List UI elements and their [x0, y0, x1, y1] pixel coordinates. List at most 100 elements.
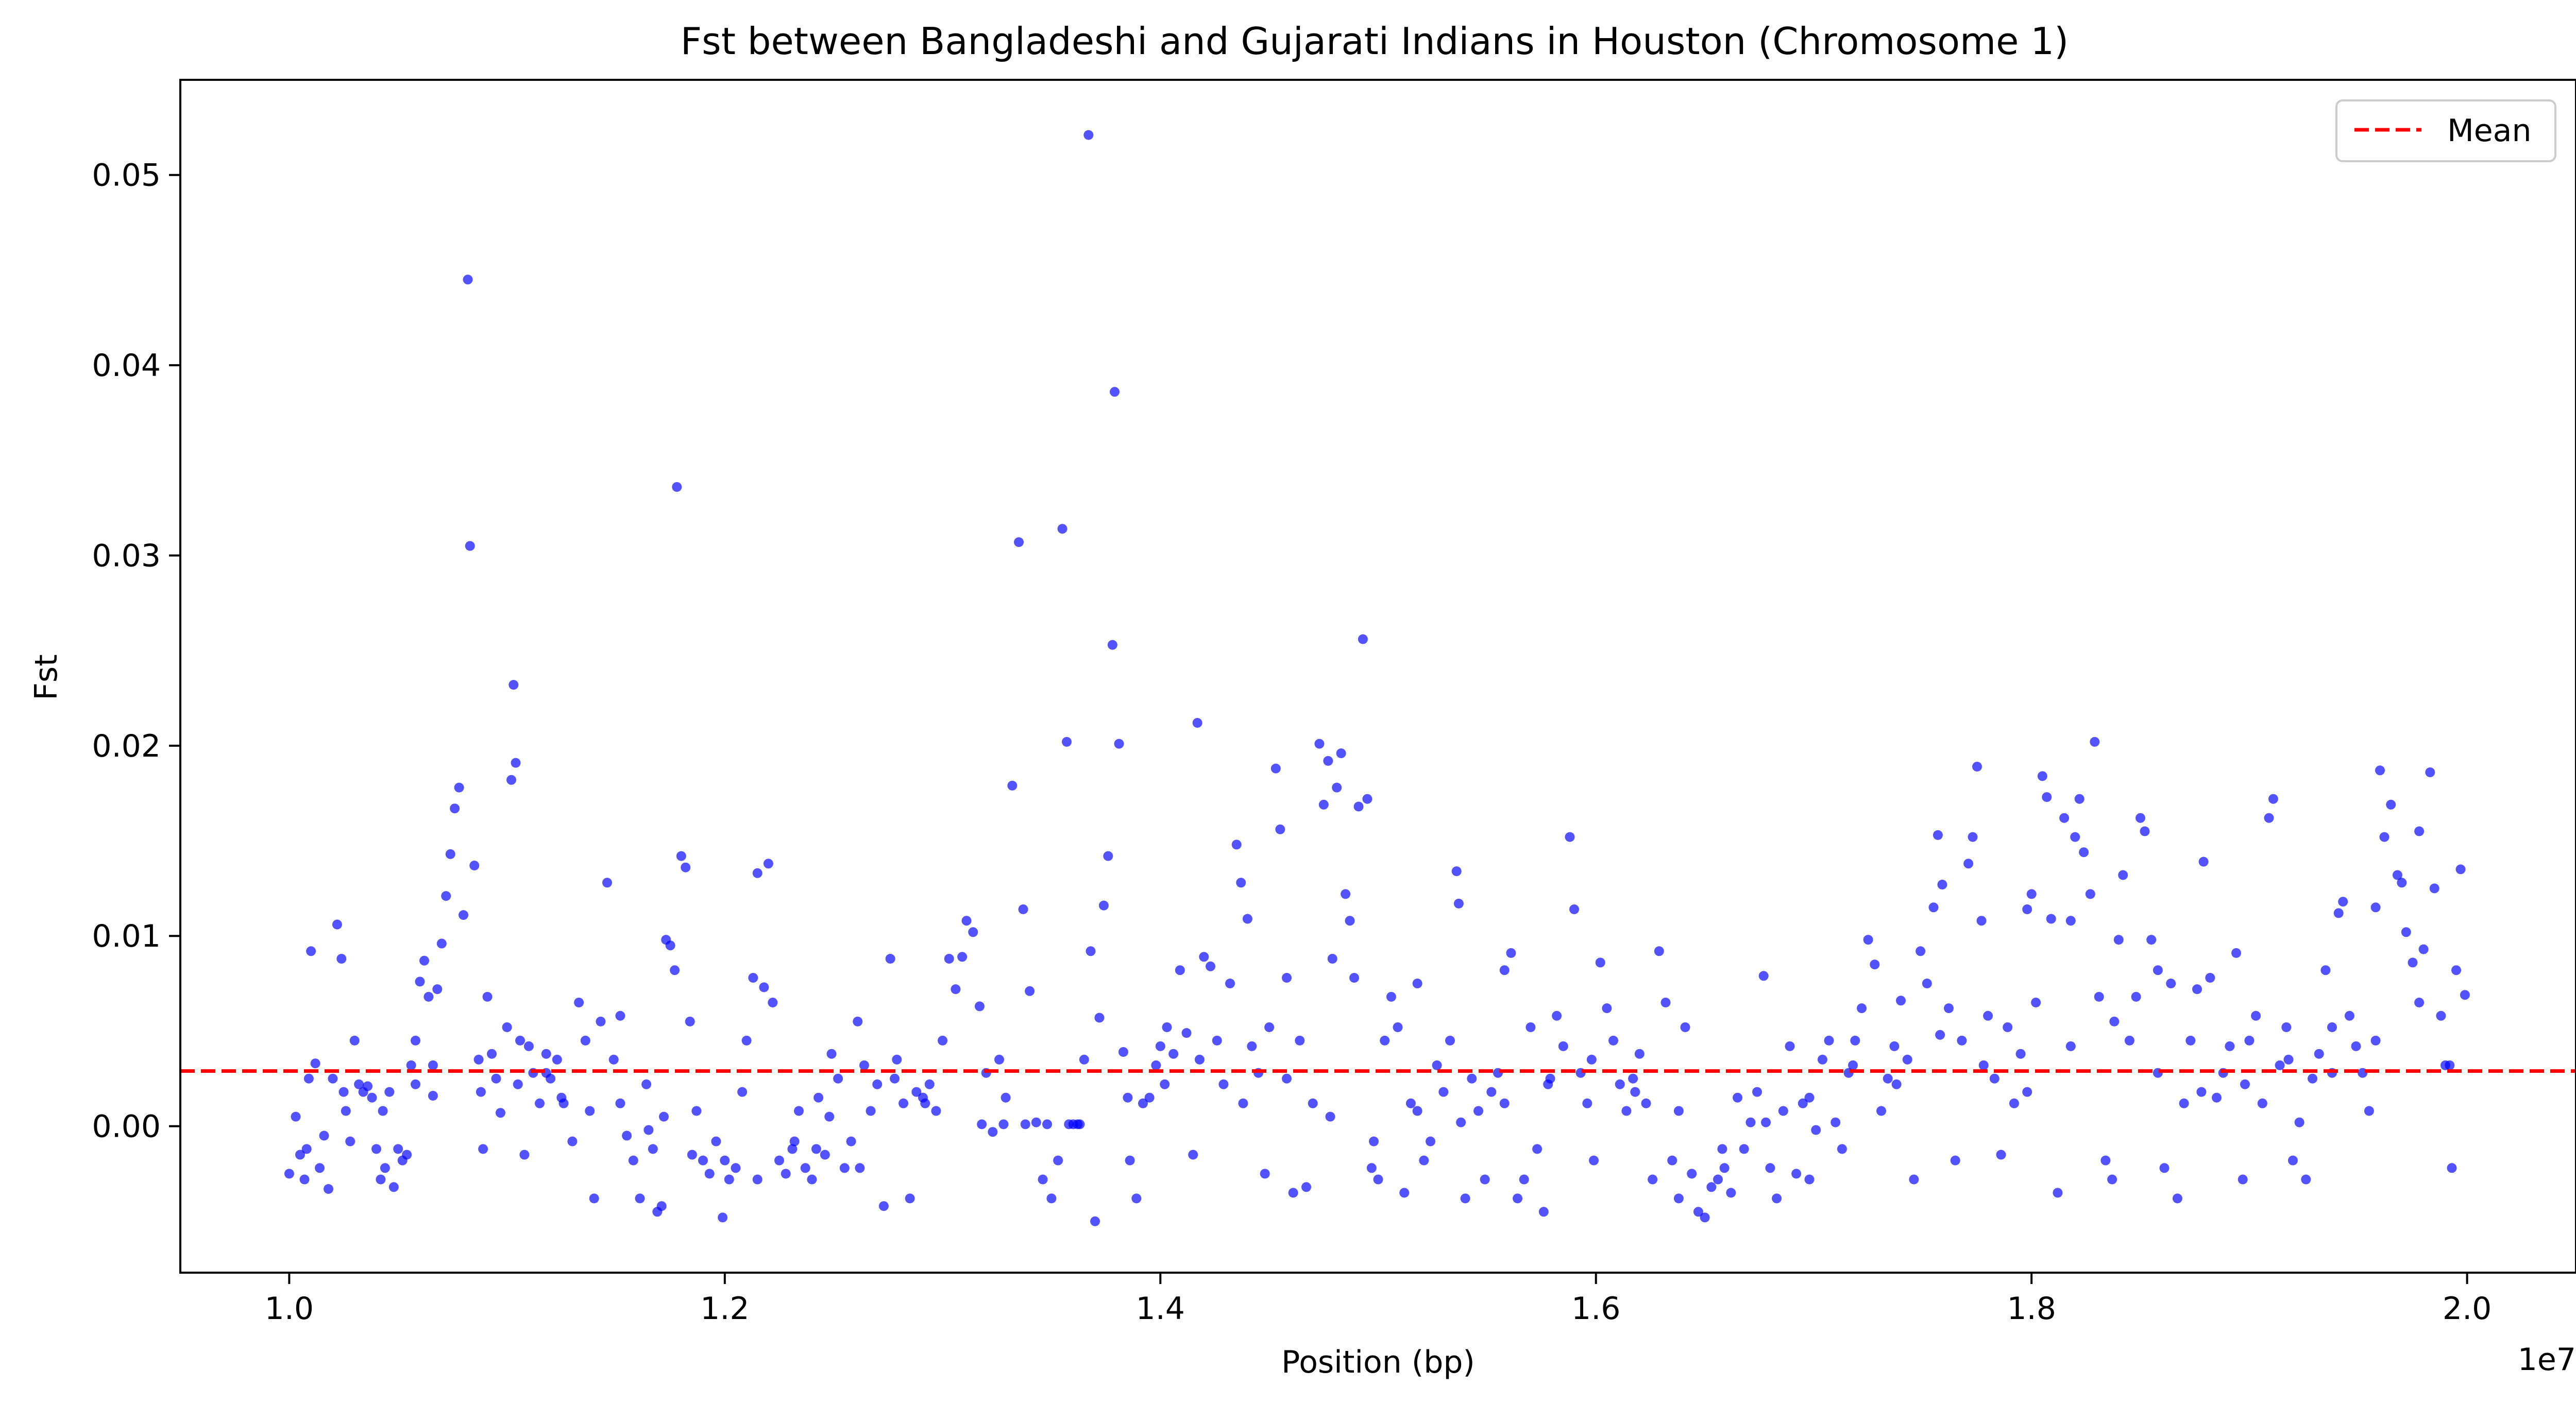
- data-point: [523, 1041, 534, 1051]
- data-point: [1543, 1079, 1553, 1089]
- data-point: [459, 910, 468, 920]
- data-point: [911, 1087, 922, 1097]
- data-point: [676, 851, 686, 861]
- data-point: [2146, 935, 2157, 945]
- data-point: [432, 984, 443, 995]
- data-point: [1114, 739, 1124, 749]
- data-point: [2059, 813, 2070, 823]
- data-point: [846, 1136, 856, 1146]
- data-point: [1432, 1060, 1442, 1070]
- data-point: [473, 1054, 484, 1065]
- data-point: [878, 1201, 889, 1211]
- data-point: [384, 1087, 395, 1097]
- data-point: [2070, 832, 2080, 842]
- data-point: [885, 954, 895, 964]
- data-point: [1499, 1098, 1510, 1108]
- data-point: [1499, 965, 1510, 975]
- data-point: [1001, 1092, 1011, 1103]
- data-points: [284, 130, 2470, 1226]
- data-point: [615, 1011, 625, 1021]
- data-point: [1079, 1054, 1089, 1065]
- data-point: [2268, 794, 2278, 804]
- data-point: [2264, 813, 2274, 823]
- data-point: [509, 680, 519, 690]
- data-point: [388, 1182, 399, 1192]
- data-point: [1369, 1136, 1379, 1146]
- data-point: [436, 938, 447, 949]
- data-point: [2414, 998, 2425, 1007]
- data-point: [465, 541, 475, 551]
- data-point: [720, 1155, 730, 1166]
- data-point: [855, 1163, 865, 1173]
- data-point: [2198, 857, 2209, 867]
- y-tick-label: 0.01: [92, 918, 161, 954]
- data-point: [1916, 946, 1926, 956]
- data-point: [1870, 960, 1880, 970]
- data-point: [1288, 1188, 1298, 1198]
- data-point: [1366, 1163, 1377, 1173]
- data-point: [718, 1212, 728, 1223]
- data-point: [1473, 1106, 1483, 1116]
- data-point: [519, 1150, 530, 1160]
- data-point: [641, 1079, 652, 1089]
- data-point: [380, 1163, 390, 1173]
- data-point: [1602, 1003, 1612, 1014]
- data-point: [1323, 756, 1333, 766]
- data-point: [463, 275, 473, 285]
- data-point: [1552, 1011, 1562, 1021]
- chart-title: Fst between Bangladeshi and Gujarati Ind…: [681, 20, 2069, 63]
- data-point: [295, 1150, 305, 1160]
- data-point: [872, 1079, 883, 1089]
- data-point: [585, 1106, 595, 1116]
- data-point: [1480, 1174, 1490, 1185]
- data-point: [2375, 765, 2385, 776]
- data-point: [961, 916, 972, 926]
- data-point: [349, 1035, 360, 1046]
- data-point: [1673, 1106, 1684, 1116]
- data-point: [1098, 900, 1109, 911]
- data-point: [354, 1079, 364, 1089]
- data-point: [411, 1079, 420, 1089]
- data-point: [1717, 1144, 1727, 1154]
- data-point: [1989, 1073, 1999, 1084]
- data-point: [1765, 1163, 1775, 1173]
- data-point: [1144, 1092, 1155, 1103]
- data-point: [2212, 1092, 2222, 1103]
- data-point: [1064, 1119, 1074, 1129]
- data-point: [1804, 1092, 1815, 1103]
- data-point: [1798, 1098, 1808, 1108]
- data-point: [1386, 991, 1396, 1002]
- data-point: [541, 1049, 551, 1059]
- data-point: [1976, 916, 1987, 926]
- plot-area: [180, 130, 2576, 1226]
- data-point: [1046, 1193, 1057, 1204]
- data-point: [2418, 944, 2429, 954]
- data-point: [1933, 830, 1943, 840]
- data-point: [1896, 996, 1906, 1006]
- data-point: [800, 1163, 810, 1173]
- data-point: [1486, 1087, 1497, 1097]
- data-point: [1373, 1174, 1383, 1185]
- data-point: [301, 1144, 312, 1154]
- data-point: [303, 1073, 314, 1084]
- data-point: [502, 1022, 512, 1032]
- data-point: [567, 1136, 578, 1146]
- data-point: [589, 1193, 599, 1204]
- data-point: [284, 1169, 294, 1179]
- data-point: [378, 1106, 388, 1116]
- data-point: [1968, 832, 1978, 842]
- data-point: [1700, 1212, 1710, 1223]
- y-axis-label: Fst: [28, 654, 64, 700]
- data-point: [1983, 1011, 1993, 1021]
- data-point: [1519, 1174, 1529, 1185]
- data-point: [1405, 1098, 1416, 1108]
- data-point: [1713, 1174, 1723, 1185]
- data-point: [2408, 957, 2418, 968]
- data-point: [1327, 954, 1337, 964]
- data-point: [423, 991, 434, 1002]
- data-point: [1513, 1193, 1522, 1204]
- data-point: [1538, 1207, 1549, 1217]
- data-point: [2238, 1174, 2248, 1185]
- data-point: [1192, 718, 1202, 728]
- data-point: [2392, 870, 2402, 880]
